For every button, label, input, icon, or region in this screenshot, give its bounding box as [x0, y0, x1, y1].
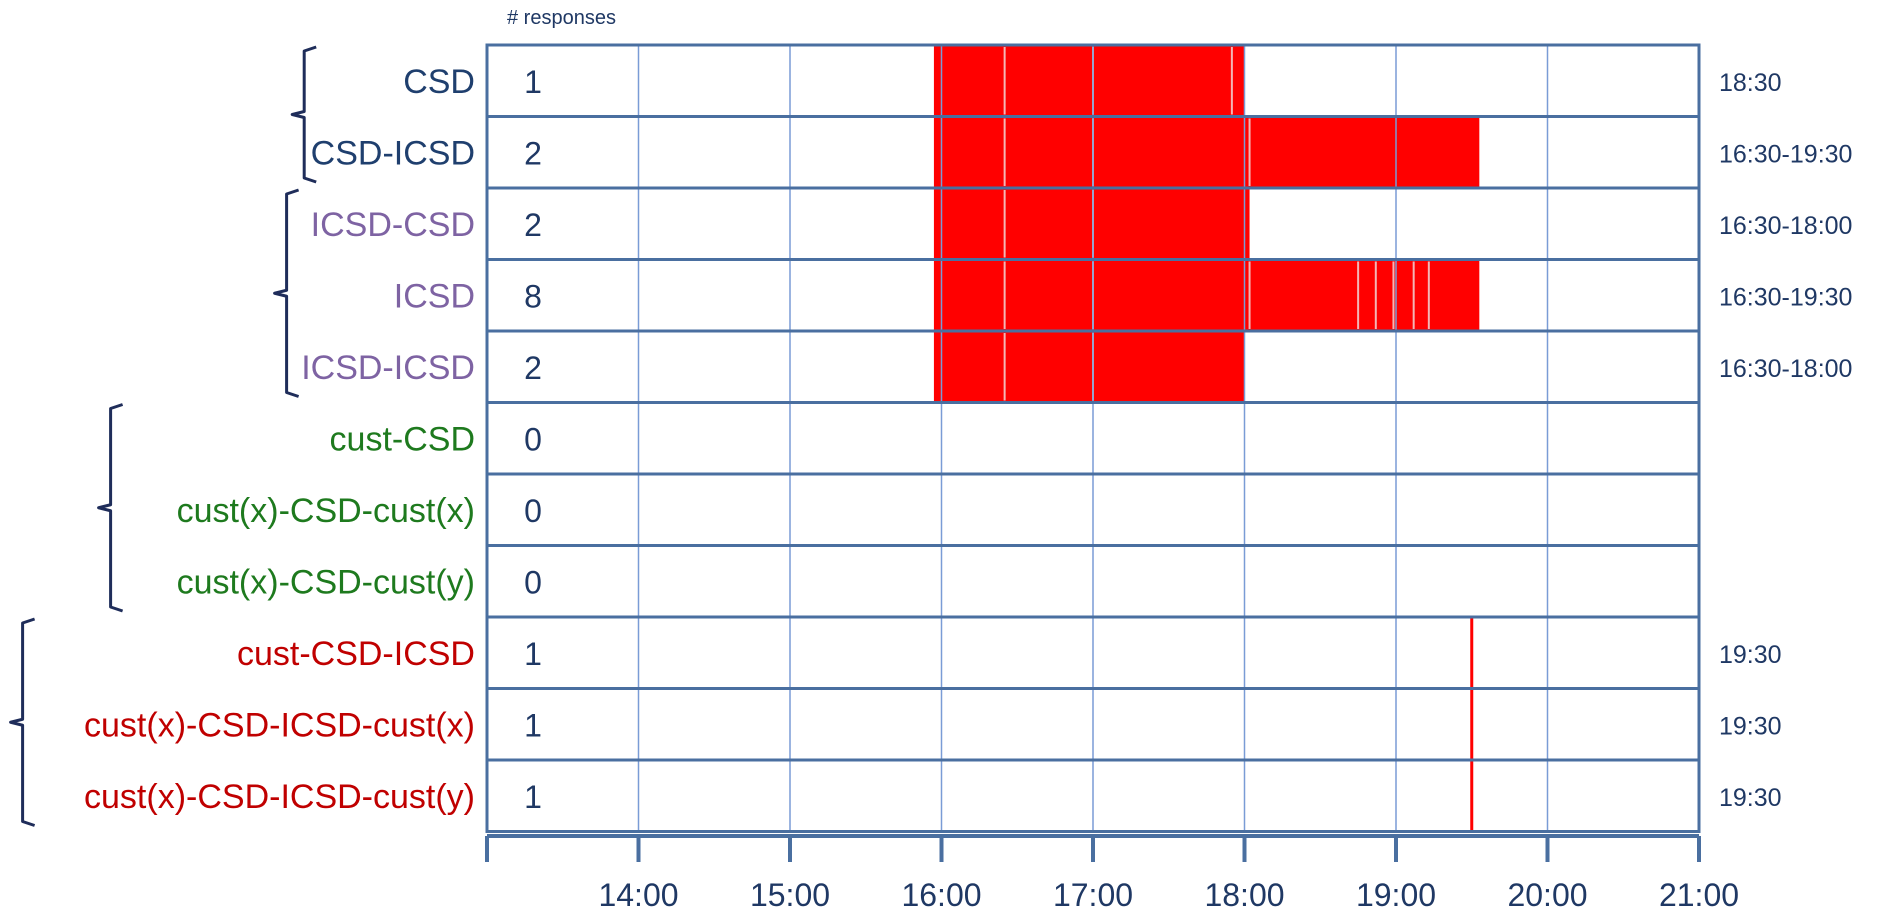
segment-5-1: [933, 331, 1245, 403]
row-count-7: 0: [524, 493, 542, 529]
x-tick-label-1: 14:00: [598, 877, 678, 913]
group-bracket-1: [290, 45, 317, 184]
row-count-3: 2: [524, 207, 542, 243]
x-tick-label-8: 21:00: [1659, 877, 1739, 913]
row-label-7: cust(x)-CSD-cust(x): [177, 492, 475, 530]
segment-1-1: [933, 45, 1245, 117]
row-count-2: 2: [524, 135, 542, 171]
count-header: # responses: [507, 7, 616, 29]
x-tick-label-3: 16:00: [901, 877, 981, 913]
row-count-4: 8: [524, 278, 542, 314]
group-bracket-2: [273, 188, 300, 398]
segment-3-1: [933, 188, 1250, 260]
row-count-10: 1: [524, 707, 542, 743]
x-tick-label-7: 20:00: [1507, 877, 1587, 913]
row-label-6: cust-CSD: [330, 420, 475, 458]
row-range-10: 19:30: [1719, 712, 1782, 740]
group-bracket-4: [9, 617, 36, 827]
row-label-10: cust(x)-CSD-ICSD-cust(x): [84, 706, 475, 744]
row-range-5: 16:30-18:00: [1719, 355, 1852, 383]
x-tick-label-2: 15:00: [750, 877, 830, 913]
x-tick-label-4: 17:00: [1053, 877, 1133, 913]
row-count-8: 0: [524, 564, 542, 600]
row-label-9: cust-CSD-ICSD: [237, 635, 475, 673]
row-label-2: CSD-ICSD: [311, 134, 475, 172]
row-label-1: CSD: [403, 63, 475, 101]
segment-2-1: [933, 116, 1480, 188]
row-range-9: 19:30: [1719, 641, 1782, 669]
x-tick-label-6: 19:00: [1356, 877, 1436, 913]
group-bracket-3: [97, 403, 124, 613]
row-count-5: 2: [524, 350, 542, 386]
row-label-11: cust(x)-CSD-ICSD-cust(y): [84, 778, 475, 816]
row-range-4: 16:30-19:30: [1719, 283, 1852, 311]
row-label-4: ICSD: [394, 277, 475, 315]
row-label-3: ICSD-CSD: [311, 206, 475, 244]
row-label-5: ICSD-ICSD: [301, 349, 475, 387]
row-range-11: 19:30: [1719, 784, 1782, 812]
row-count-1: 1: [524, 64, 542, 100]
row-count-6: 0: [524, 421, 542, 457]
row-count-11: 1: [524, 779, 542, 815]
segment-4-1: [933, 259, 1480, 331]
row-label-8: cust(x)-CSD-cust(y): [177, 563, 475, 601]
row-range-3: 16:30-18:00: [1719, 212, 1852, 240]
row-range-1: 18:30: [1719, 69, 1782, 97]
plot-frame: [485, 43, 1701, 833]
row-count-9: 1: [524, 636, 542, 672]
x-tick-label-5: 18:00: [1204, 877, 1284, 913]
row-range-2: 16:30-19:30: [1719, 140, 1852, 168]
